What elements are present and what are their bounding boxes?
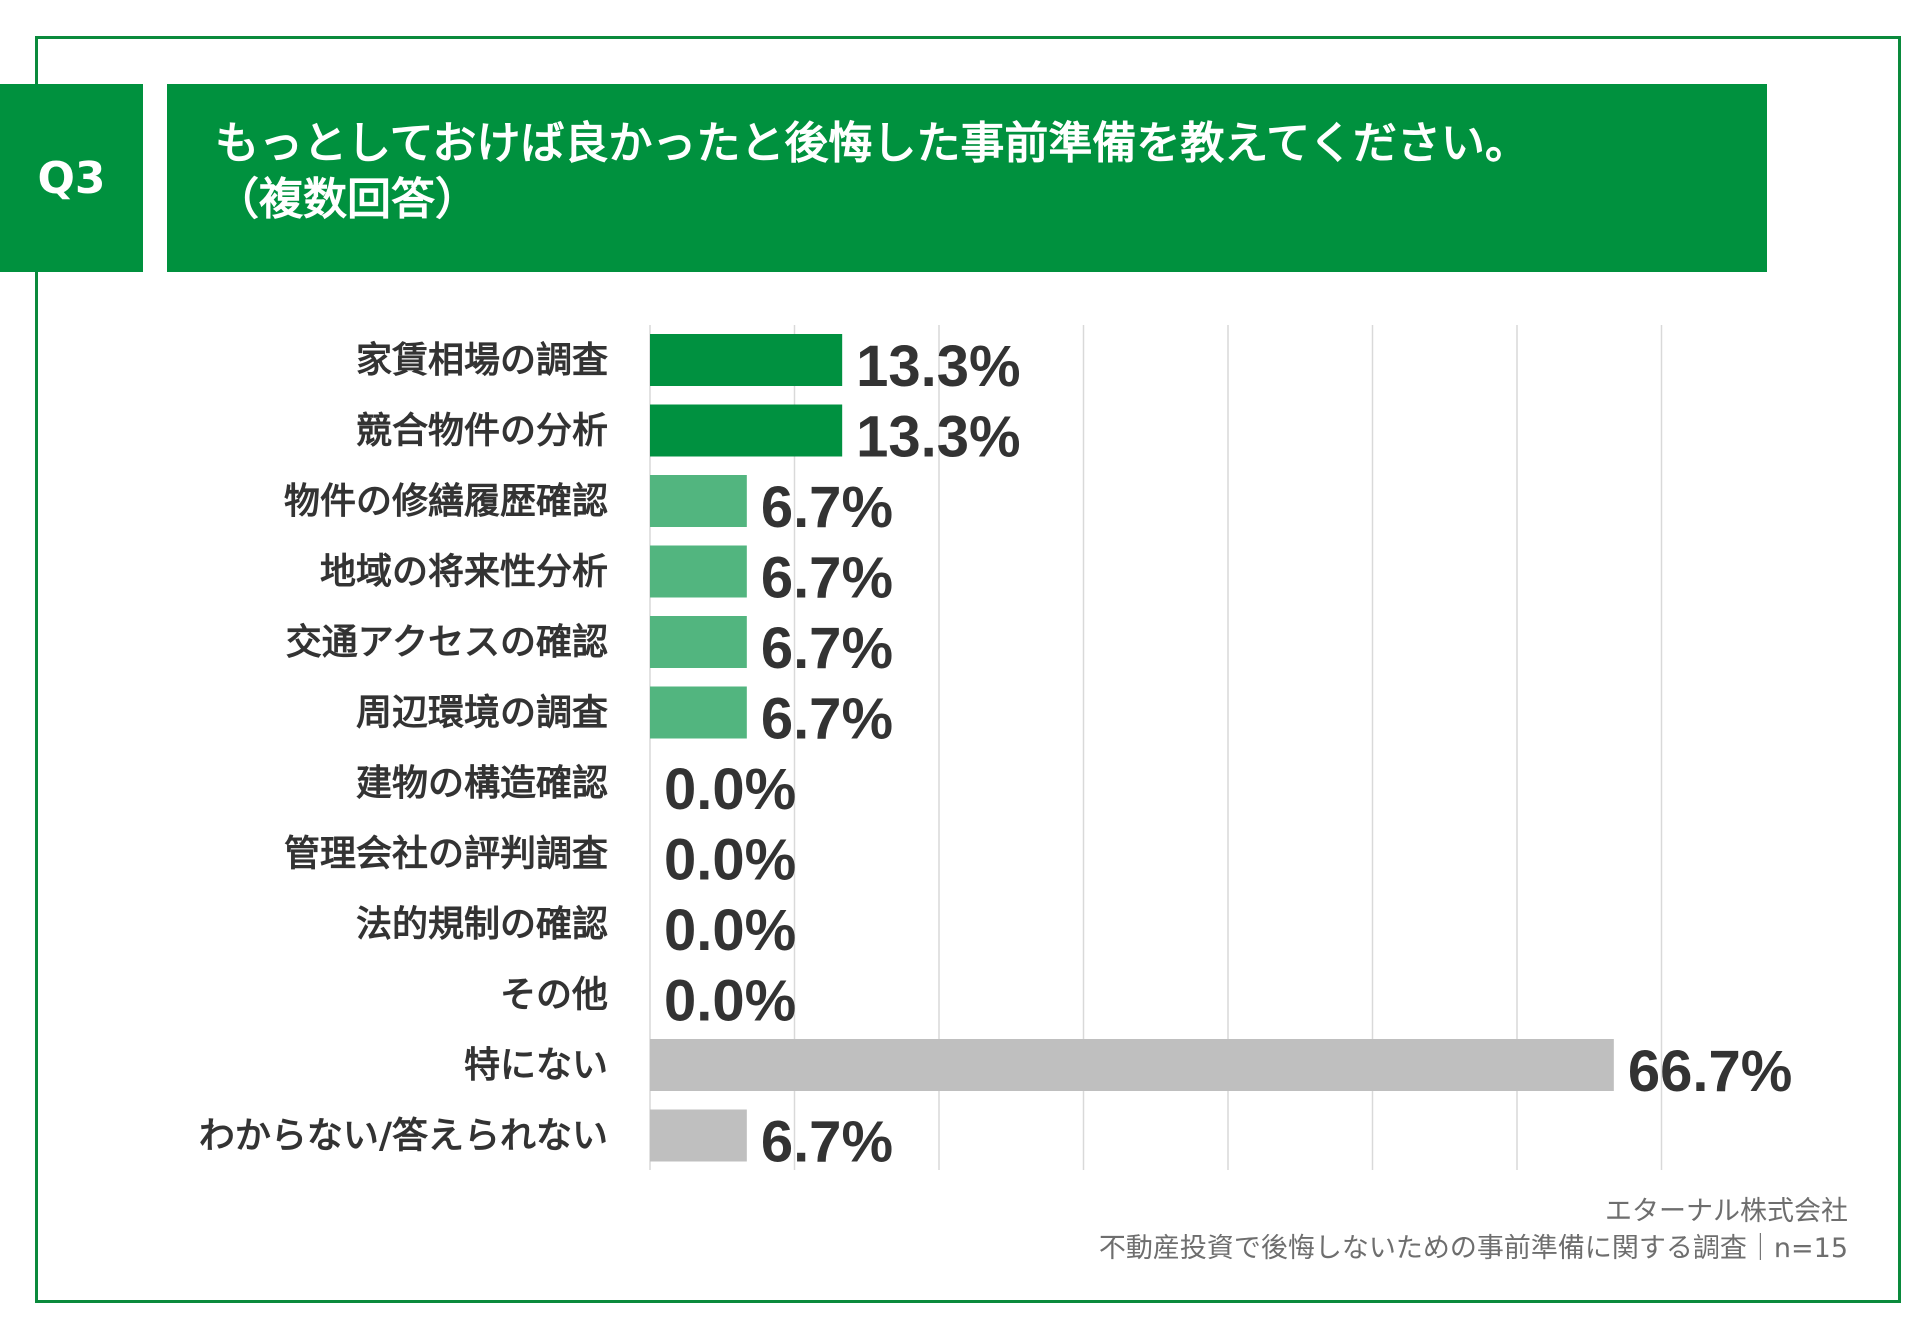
footer: エターナル株式会社 不動産投資で後悔しないための事前準備に関する調査｜n=15: [1099, 1193, 1848, 1267]
category-label: 地域の将来性分析: [320, 552, 608, 593]
value-label: 6.7%: [761, 475, 893, 540]
bar: [650, 616, 747, 668]
bar: [650, 686, 747, 739]
value-label: 6.7%: [761, 687, 893, 752]
value-label: 66.7%: [1628, 1039, 1792, 1104]
value-label: 13.3%: [856, 334, 1020, 399]
value-label: 6.7%: [761, 616, 893, 681]
category-label: 家賃相場の調査: [356, 340, 608, 381]
category-label: 交通アクセスの確認: [286, 621, 608, 663]
category-label: 管理会社の評判調査: [284, 834, 608, 875]
bar: [650, 545, 747, 598]
bar: [650, 404, 843, 457]
footer-sample-size: n=15: [1773, 1233, 1848, 1264]
footer-survey-title: 不動産投資で後悔しないための事前準備に関する調査: [1098, 1233, 1747, 1264]
category-label: 建物の構造確認: [356, 763, 608, 804]
value-label: 6.7%: [761, 1110, 893, 1175]
category-label: 周辺環境の調査: [356, 693, 608, 734]
category-label: 物件の修繕履歴確認: [284, 481, 608, 522]
category-label: その他: [500, 975, 608, 1016]
question-title-line2: （複数回答）: [215, 174, 479, 225]
value-label: 6.7%: [761, 546, 893, 611]
footer-company: エターナル株式会社: [1605, 1196, 1848, 1227]
category-label: 特にない: [464, 1045, 608, 1086]
bar: [650, 1039, 1614, 1091]
footer-survey-line: 不動産投資で後悔しないための事前準備に関する調査｜n=15: [1099, 1230, 1848, 1267]
value-label: 0.0%: [664, 828, 796, 893]
value-label: 13.3%: [856, 405, 1020, 470]
footer-separator: ｜: [1746, 1233, 1774, 1264]
chart-frame: [35, 36, 1901, 1303]
bar: [650, 475, 747, 527]
bar: [650, 1109, 747, 1162]
value-label: 0.0%: [664, 969, 796, 1034]
value-label: 0.0%: [664, 898, 796, 963]
value-label: 0.0%: [664, 757, 796, 822]
category-label: 法的規制の確認: [356, 904, 608, 945]
question-title-box: もっとしておけば良かったと後悔した事前準備を教えてください。 （複数回答）: [167, 84, 1767, 272]
category-label: 競合物件の分析: [356, 411, 608, 452]
category-label: わからない/答えられない: [199, 1116, 608, 1157]
question-title-line1: もっとしておけば良かったと後悔した事前準備を教えてください。: [215, 118, 1529, 169]
question-badge: Q3: [0, 84, 143, 272]
bar: [650, 334, 843, 386]
